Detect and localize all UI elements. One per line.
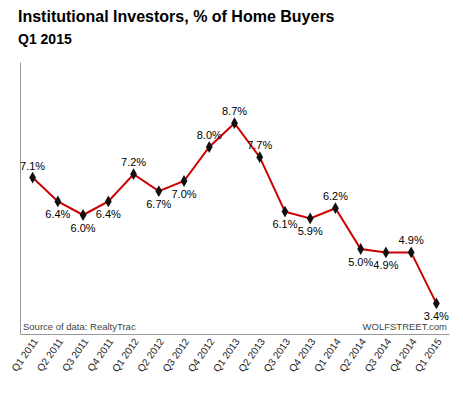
data-label: 6.7% (146, 198, 171, 210)
data-label: 7.0% (171, 188, 196, 200)
plot: Q1 2011Q2 2011Q3 2011Q4 2011Q1 2012Q2 20… (9, 63, 449, 374)
marks (29, 117, 440, 309)
annotation: Source of data: RealtyTrac (23, 321, 136, 332)
marker (206, 141, 213, 153)
x-tick: Q1 2015 (413, 334, 444, 374)
x-axis: Q1 2011Q2 2011Q3 2011Q4 2011Q1 2012Q2 20… (9, 334, 449, 374)
data-label: 6.4% (96, 208, 121, 220)
x-axis-line (21, 334, 450, 335)
y-axis-line (20, 63, 21, 335)
y-axis (20, 63, 21, 335)
marker (256, 151, 263, 163)
data-label: 7.7% (247, 139, 272, 151)
data-label: 4.9% (373, 259, 398, 271)
marker (181, 175, 188, 187)
data-label: 6.1% (272, 218, 297, 230)
data-label: 6.0% (71, 222, 96, 234)
line (33, 123, 437, 303)
marker (332, 202, 339, 214)
x-tick-label: Q1 2015 (413, 336, 444, 374)
marker (130, 168, 137, 180)
annotation: WOLFSTREET.com (363, 321, 448, 332)
marker (29, 172, 36, 184)
data-label: 6.4% (45, 208, 70, 220)
marker (408, 247, 415, 259)
subtitle: Q1 2015 (18, 31, 72, 47)
data-labels: 7.1% 6.4%6.0%6.4% 7.2% 6.7%7.0% 8.0%8.7% 7.7%… (20, 105, 449, 322)
data-label: 7.2% (121, 156, 146, 168)
marker (383, 247, 390, 259)
data-label: 7.1% (20, 160, 45, 172)
marker (54, 196, 61, 208)
marker (307, 213, 314, 225)
data-label: 8.7% (222, 105, 247, 117)
data-label: 5.9% (298, 225, 323, 237)
data-label: 6.2% (323, 190, 348, 202)
marker (231, 117, 238, 129)
marker (105, 196, 112, 208)
marker (80, 209, 87, 221)
data-label: 8.0% (197, 129, 222, 141)
marker (282, 206, 289, 218)
data-label: 4.9% (399, 234, 424, 246)
marker (357, 243, 364, 255)
title: Institutional Investors, % of Home Buyer… (18, 8, 335, 25)
marker (155, 185, 162, 197)
chart: Institutional Investors, % of Home Buyer… (0, 0, 463, 394)
marker (433, 298, 440, 310)
data-label: 5.0% (348, 256, 373, 268)
